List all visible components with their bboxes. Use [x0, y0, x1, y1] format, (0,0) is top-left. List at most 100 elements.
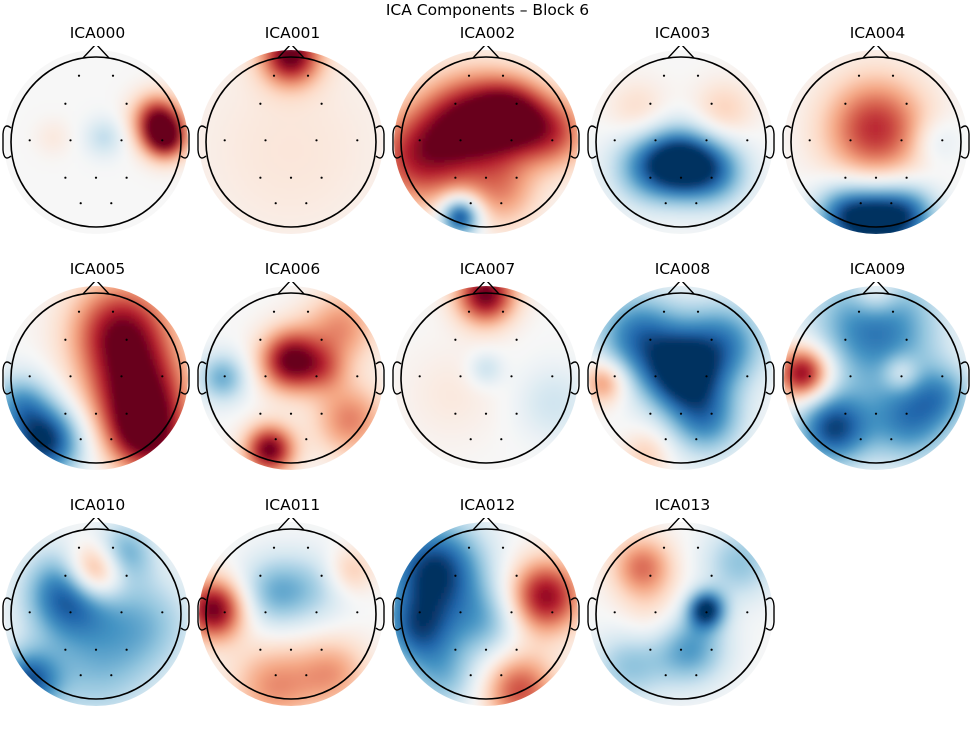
heat-cell — [8, 90, 13, 95]
heat-cell — [113, 75, 118, 80]
heat-cell — [110, 168, 115, 173]
heat-cell — [161, 195, 166, 200]
heat-cell — [77, 207, 82, 212]
heat-cell — [240, 46, 244, 49]
heat-cell — [161, 135, 166, 140]
heat-cell — [83, 216, 88, 221]
heat-cell — [32, 147, 37, 152]
heat-cell — [119, 222, 124, 227]
heat-cell — [107, 102, 112, 107]
heat-cell — [71, 114, 76, 119]
heat-cell — [126, 46, 130, 49]
heat-cell — [167, 231, 172, 234]
heat-cell — [149, 51, 154, 56]
heat-cell — [23, 87, 28, 92]
heat-cell — [170, 120, 175, 125]
heat-cell — [122, 111, 127, 116]
heat-cell — [155, 225, 160, 230]
heat-cell — [0, 181, 3, 185]
heat-cell — [14, 198, 19, 203]
heat-cell — [41, 198, 46, 203]
heat-cell — [119, 144, 124, 149]
heat-cell — [53, 147, 58, 152]
heat-cell — [62, 192, 67, 197]
heat-cell — [209, 57, 214, 62]
heat-cell — [110, 96, 115, 101]
heat-cell — [128, 51, 133, 56]
heat-cell — [5, 180, 10, 185]
heat-cell — [44, 99, 49, 104]
heat-cell — [89, 99, 94, 104]
heat-cell — [26, 138, 31, 143]
heat-cell — [5, 132, 10, 137]
heat-cell — [149, 219, 154, 224]
heat-cell — [350, 51, 355, 56]
heat-cell — [83, 78, 88, 83]
heat-cell — [179, 84, 184, 89]
heat-cell — [206, 75, 211, 80]
heat-cell — [155, 105, 160, 110]
heat-cell — [158, 228, 163, 233]
heat-cell — [62, 120, 67, 125]
heat-cell — [134, 222, 139, 227]
heat-cell — [350, 75, 355, 80]
heat-cell — [59, 78, 64, 83]
heat-cell — [116, 50, 121, 53]
heat-cell — [149, 123, 154, 128]
heat-cell — [353, 54, 358, 59]
heat-cell — [8, 228, 13, 233]
heat-cell — [143, 69, 148, 74]
heat-cell — [320, 51, 325, 56]
heat-cell — [189, 46, 192, 49]
heat-cell — [305, 78, 310, 83]
heat-cell — [71, 153, 76, 158]
heat-cell — [59, 159, 64, 164]
heat-cell — [32, 51, 37, 56]
heat-cell — [41, 156, 46, 161]
heat-cell — [167, 87, 172, 92]
heat-cell — [199, 75, 202, 80]
heat-cell — [335, 72, 340, 77]
heat-cell — [86, 213, 91, 218]
heat-cell — [269, 54, 274, 59]
heat-cell — [311, 72, 316, 77]
heat-cell — [4, 207, 7, 212]
heat-cell — [189, 97, 192, 101]
heat-cell — [80, 225, 85, 230]
heat-cell — [266, 54, 271, 59]
heat-cell — [131, 225, 136, 230]
heat-cell — [101, 87, 106, 92]
heat-cell — [189, 178, 192, 182]
heat-cell — [0, 118, 3, 122]
heat-cell — [89, 201, 94, 206]
heat-cell — [62, 105, 67, 110]
sensor-dot — [125, 102, 128, 105]
heat-cell — [368, 54, 373, 59]
heat-cell — [161, 222, 166, 227]
heat-cell — [242, 81, 247, 86]
heat-cell — [65, 81, 70, 86]
heat-cell — [20, 57, 25, 62]
heat-cell — [221, 57, 226, 62]
heat-cell — [5, 78, 10, 83]
heat-cell — [167, 168, 172, 173]
heat-cell — [164, 99, 169, 104]
heat-cell — [158, 51, 163, 56]
heat-cell — [71, 180, 76, 185]
heat-cell — [71, 105, 76, 110]
heat-cell — [218, 63, 223, 68]
heat-cell — [189, 94, 192, 98]
heat-cell — [134, 177, 139, 182]
heat-cell — [74, 60, 79, 65]
heat-cell — [44, 75, 49, 80]
heat-cell — [44, 111, 49, 116]
heat-cell — [152, 186, 157, 191]
heat-cell — [107, 153, 112, 158]
heat-cell — [353, 60, 358, 65]
heat-cell — [249, 46, 253, 49]
heat-cell — [41, 159, 46, 164]
heat-cell — [101, 159, 106, 164]
heat-cell — [167, 108, 172, 113]
heat-cell — [179, 186, 184, 191]
heat-cell — [62, 63, 67, 68]
